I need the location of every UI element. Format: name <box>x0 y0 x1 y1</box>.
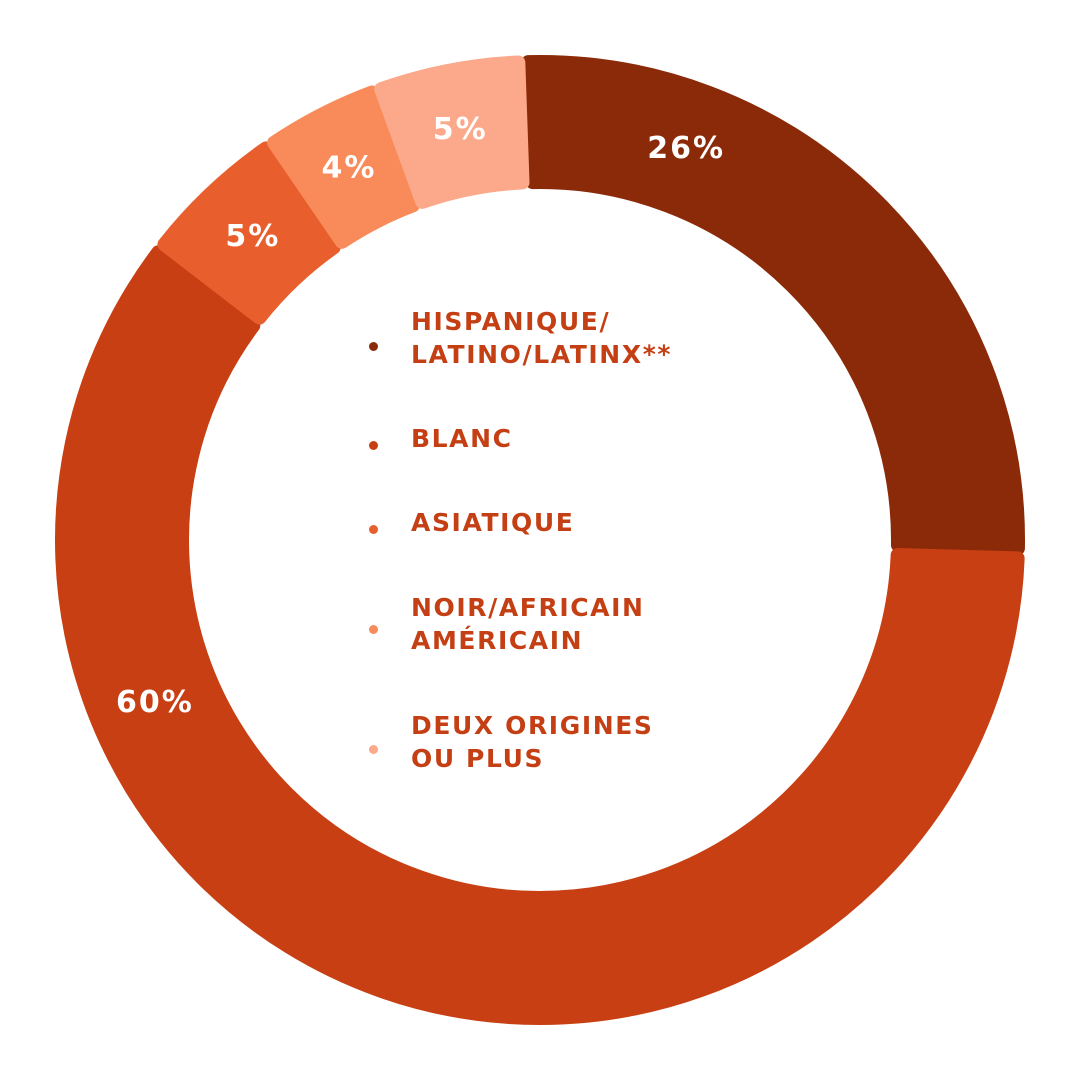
legend-dot-asiatique <box>369 525 378 534</box>
legend-dot-hispanique <box>369 342 378 351</box>
value-label-asiatique: 5% <box>225 219 280 254</box>
slice-deux-origines <box>374 55 530 209</box>
legend-item-blanc: BLANC <box>366 422 513 455</box>
value-label-hispanique: 26% <box>647 131 725 166</box>
value-label-blanc: 60% <box>116 685 194 720</box>
slice-hispanique <box>521 55 1025 556</box>
legend-label-deux-origines: DEUX ORIGINES OU PLUS <box>411 711 654 773</box>
legend-item-deux-origines: DEUX ORIGINES OU PLUS <box>366 709 654 775</box>
slice-blanc <box>55 245 1025 1025</box>
donut-slices <box>55 55 1025 1025</box>
legend-item-noir: NOIR/AFRICAIN AMÉRICAIN <box>366 591 645 657</box>
value-label-noir: 4% <box>321 151 376 186</box>
slice-asiatique <box>157 141 341 325</box>
slice-labels: 26% 60% 5% 4% 5% <box>116 112 725 720</box>
legend-item-hispanique: HISPANIQUE/ LATINO/LATINX** <box>366 305 672 371</box>
slice-noir <box>267 85 420 249</box>
legend-label-noir: NOIR/AFRICAIN AMÉRICAIN <box>411 593 645 655</box>
legend-label-hispanique: HISPANIQUE/ LATINO/LATINX** <box>411 307 673 369</box>
legend-item-asiatique: ASIATIQUE <box>366 506 574 539</box>
legend-dot-blanc <box>369 441 378 450</box>
legend-label-asiatique: ASIATIQUE <box>411 508 575 537</box>
value-label-deux-origines: 5% <box>433 112 488 147</box>
legend-label-blanc: BLANC <box>411 424 513 453</box>
legend-dot-deux-origines <box>369 745 378 754</box>
legend-dot-noir <box>369 625 378 634</box>
